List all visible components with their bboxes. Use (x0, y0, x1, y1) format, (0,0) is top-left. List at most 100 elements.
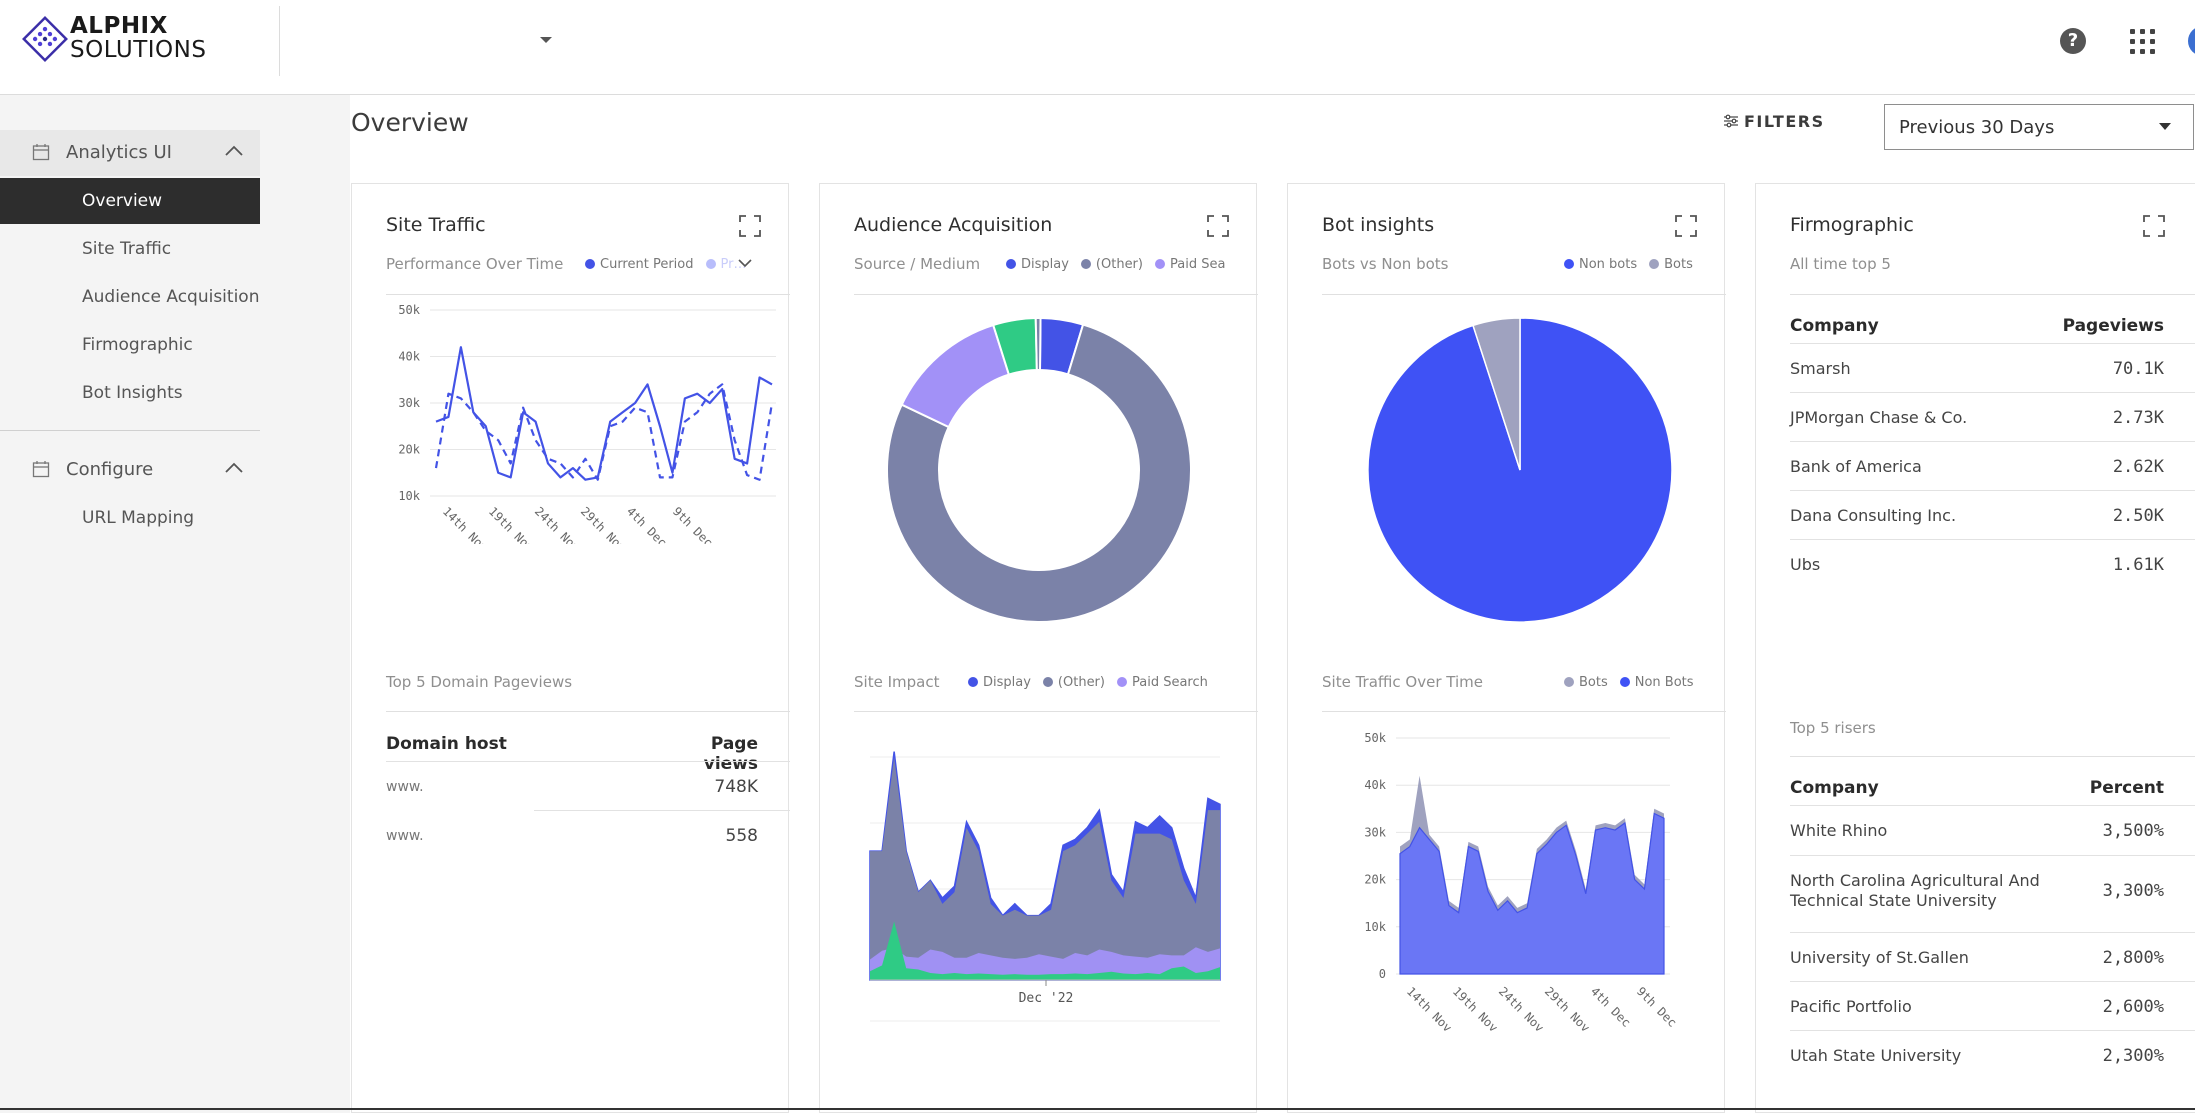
sidebar-item-label: Audience Acquisition (82, 287, 260, 307)
sidebar-item-label: URL Mapping (82, 508, 195, 528)
sidebar-group-configure[interactable]: Configure (0, 447, 260, 493)
period-select-value: Previous 30 Days (1899, 117, 2055, 138)
legend-item[interactable]: Display (968, 675, 1031, 690)
series-line-solid (435, 346, 773, 481)
period-select[interactable]: Previous 30 Days (1884, 104, 2194, 150)
legend-label: Display (983, 675, 1031, 690)
chart-legend: Display (Other) Paid Search (968, 675, 1220, 690)
chevron-up-icon (225, 462, 243, 473)
y-tick-label: 20k (398, 443, 420, 457)
legend-item[interactable]: (Other) (1042, 675, 1105, 690)
legend-item[interactable]: (Other) (1080, 257, 1143, 272)
section-title: Site Traffic Over Time (1322, 673, 1483, 691)
sidebar-group-analytics-ui[interactable]: Analytics UI (0, 130, 260, 176)
legend-label: Display (1021, 257, 1069, 272)
sidebar-divider (0, 430, 260, 431)
percent-cell: 2,300% (2102, 1046, 2164, 1066)
y-tick-label: 40k (398, 350, 420, 364)
caret-down-icon (2159, 123, 2171, 130)
donut-slice (900, 323, 1011, 429)
legend-dot (1564, 677, 1574, 687)
expand-icon[interactable] (2142, 214, 2166, 238)
section-title: Site Impact (854, 673, 940, 691)
chart-legend: Non bots Bots (1564, 257, 1705, 272)
sidebar-item-site-traffic[interactable]: Site Traffic (0, 226, 260, 272)
legend-item[interactable]: Bots (1564, 675, 1608, 690)
filters-label: FILTERS (1744, 112, 1825, 131)
sidebar-item-firmographic[interactable]: Firmographic (0, 322, 260, 368)
percent-cell: 2,800% (2102, 948, 2164, 968)
card-subtitle: Source / Medium (854, 255, 981, 273)
row-divider (1790, 441, 2195, 442)
apps-grid-icon[interactable] (2130, 29, 2156, 55)
sidebar-item-bot-insights[interactable]: Bot Insights (0, 370, 260, 416)
x-tick-label: 4th Dec (624, 504, 670, 544)
company-cell: JPMorgan Chase & Co. (1790, 408, 1968, 427)
legend-item[interactable]: Paid Sea (1154, 257, 1225, 272)
legend-item[interactable]: Bots (1649, 257, 1693, 272)
expand-icon[interactable] (1206, 214, 1230, 238)
legend-item[interactable]: Display (1006, 257, 1069, 272)
bots-pie-chart (1367, 317, 1673, 623)
row-divider (1790, 1030, 2195, 1031)
chart-legend: Current Period Pr… (585, 257, 758, 272)
x-tick-label: 29th Nov (1542, 984, 1593, 1035)
alphix-logo[interactable]: ALPHIX SOLUTIONS (22, 14, 222, 66)
top-header: ALPHIX SOLUTIONS ? (0, 0, 2195, 95)
divider (1790, 756, 2195, 757)
x-tick-label: 9th Dec (670, 504, 716, 544)
y-tick-label: 50k (398, 303, 420, 317)
pageviews-cell: 2.73K (2112, 408, 2164, 428)
area-series (870, 947, 1220, 980)
legend-label: (Other) (1095, 257, 1143, 272)
sidebar-item-audience-acquisition[interactable]: Audience Acquisition (0, 274, 260, 320)
y-tick-label: 30k (1364, 825, 1386, 839)
legend-dot (1619, 677, 1630, 687)
company-cell: North Carolina Agricultural And Technical… (1790, 871, 2040, 910)
sidebar-item-label: Overview (82, 191, 163, 211)
legend-item[interactable]: Non Bots (1619, 675, 1694, 690)
legend-item[interactable]: Current Period (585, 257, 694, 272)
area-series (870, 757, 1220, 980)
logo-text: ALPHIX SOLUTIONS (70, 14, 206, 62)
sidebar-item-url-mapping[interactable]: URL Mapping (0, 495, 260, 541)
help-icon[interactable]: ? (2060, 28, 2086, 54)
legend-dot (1564, 259, 1574, 269)
legend-label: Current Period (600, 257, 694, 272)
percent-cell: 3,500% (2102, 821, 2164, 841)
user-avatar[interactable] (2188, 26, 2195, 56)
card-title: Site Traffic (386, 214, 486, 236)
legend-item[interactable]: Paid Search (1116, 675, 1208, 690)
page-title: Overview (351, 108, 469, 137)
divider (386, 711, 790, 712)
donut-slice (886, 323, 1192, 623)
legend-dot (1649, 259, 1660, 269)
filters-button[interactable]: FILTERS (1724, 112, 1825, 138)
pageviews-cell: 2.50K (2112, 506, 2164, 526)
chart-legend: Bots Non Bots (1564, 675, 1706, 690)
legend-item[interactable]: Non bots (1564, 257, 1637, 272)
company-cell: White Rhino (1790, 821, 1888, 840)
area-series (1399, 812, 1665, 975)
pageviews-cell: 70.1K (2112, 359, 2164, 379)
bot-insights-card: Bot insights Bots vs Non bots Non bots Bo… (1287, 183, 1726, 1113)
company-cell: Smarsh (1790, 359, 1851, 378)
expand-icon[interactable] (738, 214, 762, 238)
divider (1790, 294, 2195, 295)
row-divider (1790, 539, 2195, 540)
sidebar-group-label: Analytics UI (66, 142, 172, 163)
column-header-domain-host: Domain host (386, 734, 507, 754)
company-cell: Pacific Portfolio (1790, 997, 1912, 1016)
y-tick-label: 30k (398, 396, 420, 410)
column-header-percent: Percent (2089, 778, 2164, 798)
expand-icon[interactable] (1674, 214, 1698, 238)
sidebar-item-overview[interactable]: Overview (0, 178, 260, 224)
logo-line-2: SOLUTIONS (70, 37, 207, 63)
y-tick-label: 0 (1379, 967, 1386, 981)
workspace-dropdown-caret[interactable] (536, 30, 556, 50)
card-subtitle: Performance Over Time (386, 255, 564, 273)
y-tick-label: 50k (1364, 731, 1386, 745)
legend-more-chevron-icon[interactable] (736, 257, 754, 271)
card-title: Audience Acquisition (854, 214, 1053, 236)
